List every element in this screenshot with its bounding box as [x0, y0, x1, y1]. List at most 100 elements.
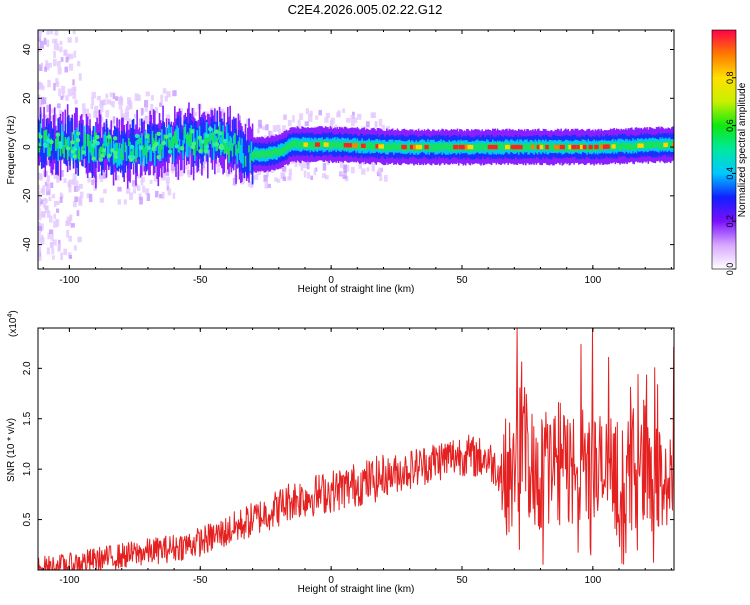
heatmap-cell: [255, 173, 259, 181]
heatmap-cell: [52, 128, 55, 160]
heatmap-cell: [143, 117, 148, 123]
heatmap-cell: [479, 144, 481, 152]
snr-ylabel: SNR (10 * v/v): [6, 418, 17, 482]
spectrogram-ticks: -100 -50 0 50 100 40 20 0 -20 -40: [22, 30, 674, 286]
heatmap-cell: [247, 139, 249, 177]
colorbar-tick-label: 0.0: [725, 263, 735, 276]
heatmap-cell: [40, 188, 44, 193]
heatmap-cell: [109, 92, 114, 98]
heatmap-cell: [444, 142, 447, 150]
heatmap-cell: [98, 157, 104, 162]
heatmap-cell: [73, 50, 77, 58]
heatmap-cell: [139, 137, 142, 144]
heatmap-cell: [228, 170, 233, 175]
heatmap-cell: [63, 50, 67, 56]
heatmap-cell: [38, 100, 42, 107]
heatmap-cell: [250, 141, 253, 161]
y-tick-label: -20: [22, 188, 33, 203]
heatmap-cell: [527, 143, 529, 151]
heatmap-cell: [457, 144, 460, 152]
heatmap-cell: [196, 140, 198, 151]
heatmap-cell: [66, 219, 70, 226]
heatmap-cell: [618, 143, 620, 150]
heatmap-cell: [103, 173, 107, 179]
heatmap-cell: [188, 134, 190, 147]
heatmap-cell: [214, 124, 216, 144]
heatmap-cell: [212, 132, 215, 144]
spectrogram-ylabel: Frequency (Hz): [6, 116, 17, 185]
heatmap-cell: [238, 137, 241, 160]
heatmap-cell: [386, 143, 388, 151]
heatmap-cell: [118, 142, 121, 167]
colorbar-tick-label: 0.8: [725, 72, 735, 85]
heatmap-cell: [53, 50, 56, 58]
heatmap-cell: [605, 144, 610, 149]
heatmap-cell: [651, 140, 653, 148]
heatmap-cell: [43, 130, 45, 140]
heatmap-cell: [91, 97, 95, 106]
heatmap-cell: [230, 137, 233, 151]
heatmap-cell: [232, 139, 235, 167]
heatmap-cell: [629, 143, 632, 150]
heatmap-cell: [266, 183, 271, 188]
heatmap-cell: [304, 121, 309, 126]
heatmap-cell: [110, 148, 115, 153]
heatmap-cell: [567, 142, 569, 150]
heatmap-cell: [144, 100, 149, 108]
heatmap-cell: [384, 144, 387, 152]
heatmap-cell: [566, 144, 568, 152]
heatmap-cell: [81, 150, 86, 155]
heatmap-cell: [166, 182, 170, 187]
heatmap-cell: [223, 138, 228, 144]
heatmap-cell: [99, 104, 104, 113]
heatmap-cell: [181, 132, 183, 153]
heatmap-cell: [269, 150, 272, 158]
heatmap-cell: [371, 163, 375, 172]
heatmap-cell: [227, 132, 229, 154]
heatmap-cell: [516, 144, 523, 150]
heatmap-cell: [79, 191, 84, 199]
heatmap-cell: [53, 58, 57, 67]
heatmap-cell: [39, 64, 43, 72]
heatmap-cell: [208, 133, 210, 142]
heatmap-cell: [122, 113, 127, 121]
heatmap-cell: [46, 175, 51, 181]
heatmap-cell: [133, 113, 137, 119]
heatmap-cell: [75, 186, 79, 192]
heatmap-cell: [64, 136, 67, 148]
heatmap-cell: [204, 144, 209, 150]
heatmap-cell: [185, 134, 188, 144]
heatmap-cell: [41, 234, 44, 241]
heatmap-cell: [329, 141, 332, 149]
heatmap-cell: [86, 193, 91, 199]
heatmap-cell: [84, 108, 89, 115]
heatmap-cell: [288, 173, 292, 179]
snr-multiplier-close: ): [8, 310, 19, 313]
heatmap-cell: [53, 139, 56, 160]
colorbar-label: Normalized spectral amplitude: [737, 82, 748, 217]
heatmap-cell: [615, 142, 618, 150]
heatmap-cell: [169, 139, 171, 150]
heatmap-cell: [50, 182, 54, 189]
heatmap-cell: [38, 134, 43, 139]
heatmap-cell: [53, 200, 57, 208]
heatmap-cell: [75, 138, 81, 143]
heatmap-cell: [602, 144, 608, 149]
heatmap-cell: [50, 108, 55, 114]
heatmap-cell: [117, 186, 122, 192]
heatmap-cell: [92, 143, 95, 152]
heatmap-cell: [265, 149, 268, 157]
heatmap-cell: [66, 229, 70, 238]
heatmap-cell: [483, 143, 486, 151]
heatmap-cell: [272, 150, 275, 158]
heatmap-cell: [92, 139, 97, 144]
heatmap-cell: [186, 132, 189, 141]
heatmap-cell: [145, 151, 148, 159]
heatmap-cell: [47, 113, 51, 122]
heatmap-cell: [263, 174, 268, 182]
heatmap-cell: [441, 144, 443, 152]
snr-line: [38, 328, 674, 570]
heatmap-cell: [38, 207, 41, 216]
heatmap-cell: [390, 143, 393, 151]
